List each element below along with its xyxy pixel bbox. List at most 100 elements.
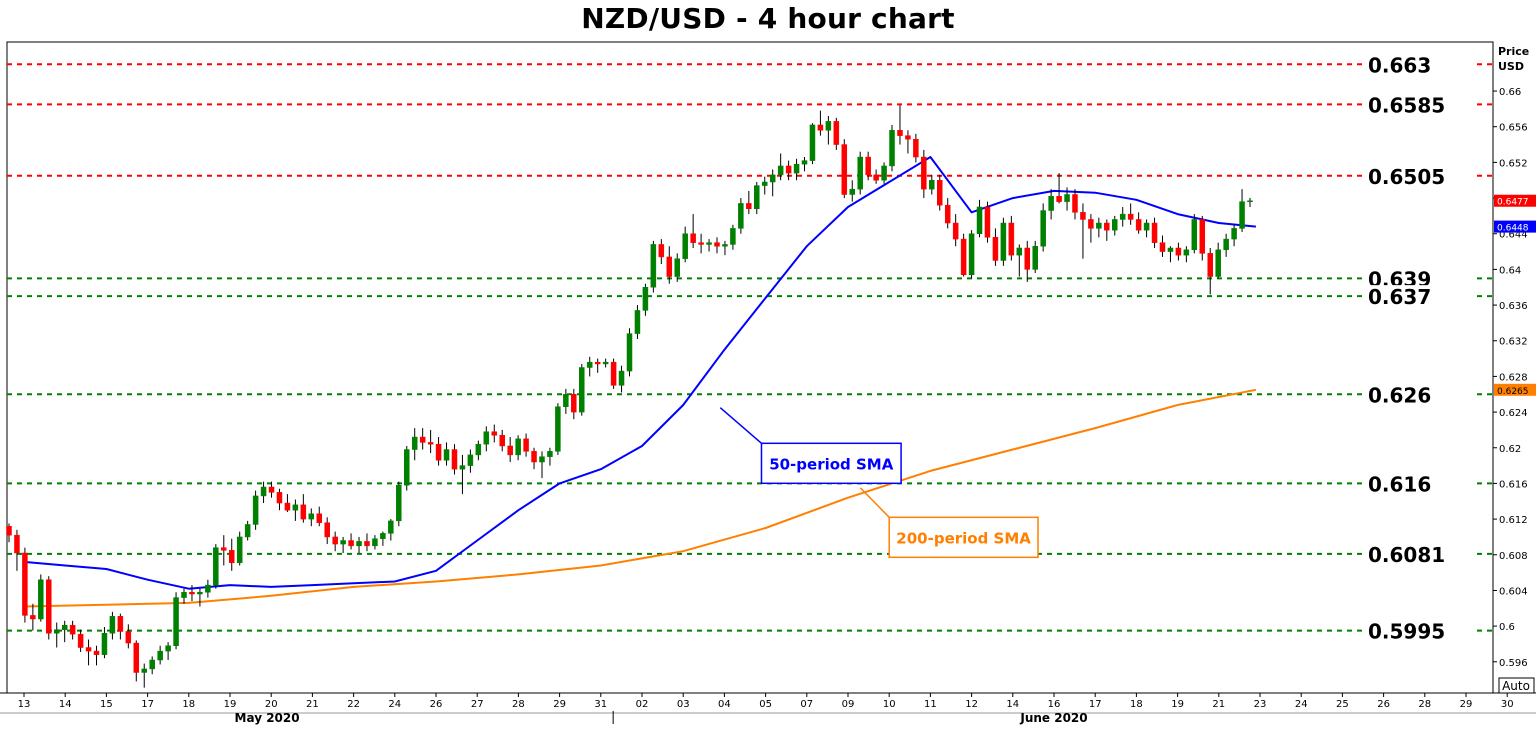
candle-body [1119,213,1126,220]
x-tick-label: 31 [594,699,607,710]
level-label-bg [1366,542,1474,565]
candle-body [1207,253,1213,277]
plot-frame [6,41,1494,694]
y-tick-label: 0.628 [1499,372,1528,383]
candle-body [14,534,20,554]
candle-body [85,647,92,652]
candle-body [976,206,983,234]
x-tick-label: 21 [1212,699,1225,710]
sma-50-line [23,156,1256,590]
price-badge [1494,383,1536,396]
candle-body [881,165,887,181]
y-tick-label: 0.62 [1499,444,1521,455]
candle-body [1056,196,1062,202]
x-tick-label: 15 [100,699,113,710]
x-tick-label: 17 [1089,699,1102,710]
candle-body [1167,247,1174,252]
candle-body [141,668,147,673]
x-tick-label: 25 [1336,699,1349,710]
x-tick-label: 16 [1048,699,1061,710]
y-tick-label: 0.64 [1499,265,1521,276]
candle-body [30,615,36,620]
candle-body [308,513,315,520]
candle-body [1064,194,1070,202]
x-tick-label: 20 [265,699,278,710]
candle-body [905,135,911,140]
candle-body [380,533,386,539]
candle-body [642,286,649,311]
candle-body [674,258,680,277]
y-tick-label: 0.6 [1499,622,1515,633]
candle-body [873,174,879,181]
x-tick-label: 05 [759,699,772,710]
x-tick-label: 29 [553,699,566,710]
candle-body [626,333,633,372]
x-tick-label: 04 [718,699,731,710]
y-tick-label: 0.608 [1499,551,1528,562]
level-label-bg [1366,383,1474,406]
candle-body [77,633,84,648]
candle-body [213,547,219,586]
candle-body [475,443,482,456]
price-badge [1494,220,1536,233]
candle-body [38,579,44,620]
annotation-label: 200-period SMA [896,529,1031,547]
x-tick-label: 11 [924,699,937,710]
candle-body [491,431,498,436]
level-label: 0.637 [1368,285,1431,309]
x-tick-label: 12 [965,699,978,710]
annotations-layer: 50-period SMA 200-period SMA [719,407,1039,559]
x-tick-label: 23 [1254,699,1267,710]
candle-body [666,256,673,277]
candle-body [109,616,116,634]
candle-body [897,130,903,136]
month-label: June 2020 [1019,711,1087,725]
candle-body [364,541,370,547]
candle-body [698,242,704,245]
candles-layer [6,105,1253,688]
candle-body [1032,245,1038,270]
candle-body [801,160,808,165]
candle-body [992,237,999,261]
candle-body [857,156,863,190]
level-label-bg [1366,53,1474,76]
y-tick-label: 0.652 [1499,158,1528,169]
candle-body [769,174,776,183]
candle-body [761,181,768,186]
x-tick-label: 30 [1501,699,1514,710]
sma-200-line [23,388,1257,608]
candle-body [149,659,155,670]
candle-body [1096,222,1102,229]
y-tick-label: 0.596 [1499,658,1528,669]
candle-body [324,522,330,538]
candle-body [427,442,434,445]
candle-body [396,484,402,522]
candle-body [706,242,712,245]
candle-body [515,438,521,456]
x-tick-label: 14 [59,699,72,710]
y-tick-label: 0.644 [1499,230,1528,241]
x-tick-label: 26 [1377,699,1390,710]
candle-body [539,456,545,463]
x-tick-label: 24 [1295,699,1308,710]
auto-scale-box [1498,677,1535,694]
candle-body [157,650,163,661]
x-tick-label: 10 [883,699,896,710]
candle-body [419,436,426,443]
candle-body [244,524,251,538]
x-tick-label: 19 [1171,699,1184,710]
candle-body [189,591,195,595]
candle-body [268,486,275,493]
x-tick-label: 13 [18,699,31,710]
candle-body [841,144,848,195]
x-tick-label: 29 [1460,699,1473,710]
x-tick-label: 14 [1006,699,1019,710]
candle-body [1088,219,1094,229]
y-tick-label: 0.604 [1499,586,1528,597]
candle-body [563,394,569,407]
level-label: 0.5995 [1368,620,1445,644]
candle-body [165,645,171,652]
candle-body [682,233,688,259]
level-label: 0.6505 [1368,165,1445,189]
price-badge-label: 0.6477 [1497,198,1529,208]
